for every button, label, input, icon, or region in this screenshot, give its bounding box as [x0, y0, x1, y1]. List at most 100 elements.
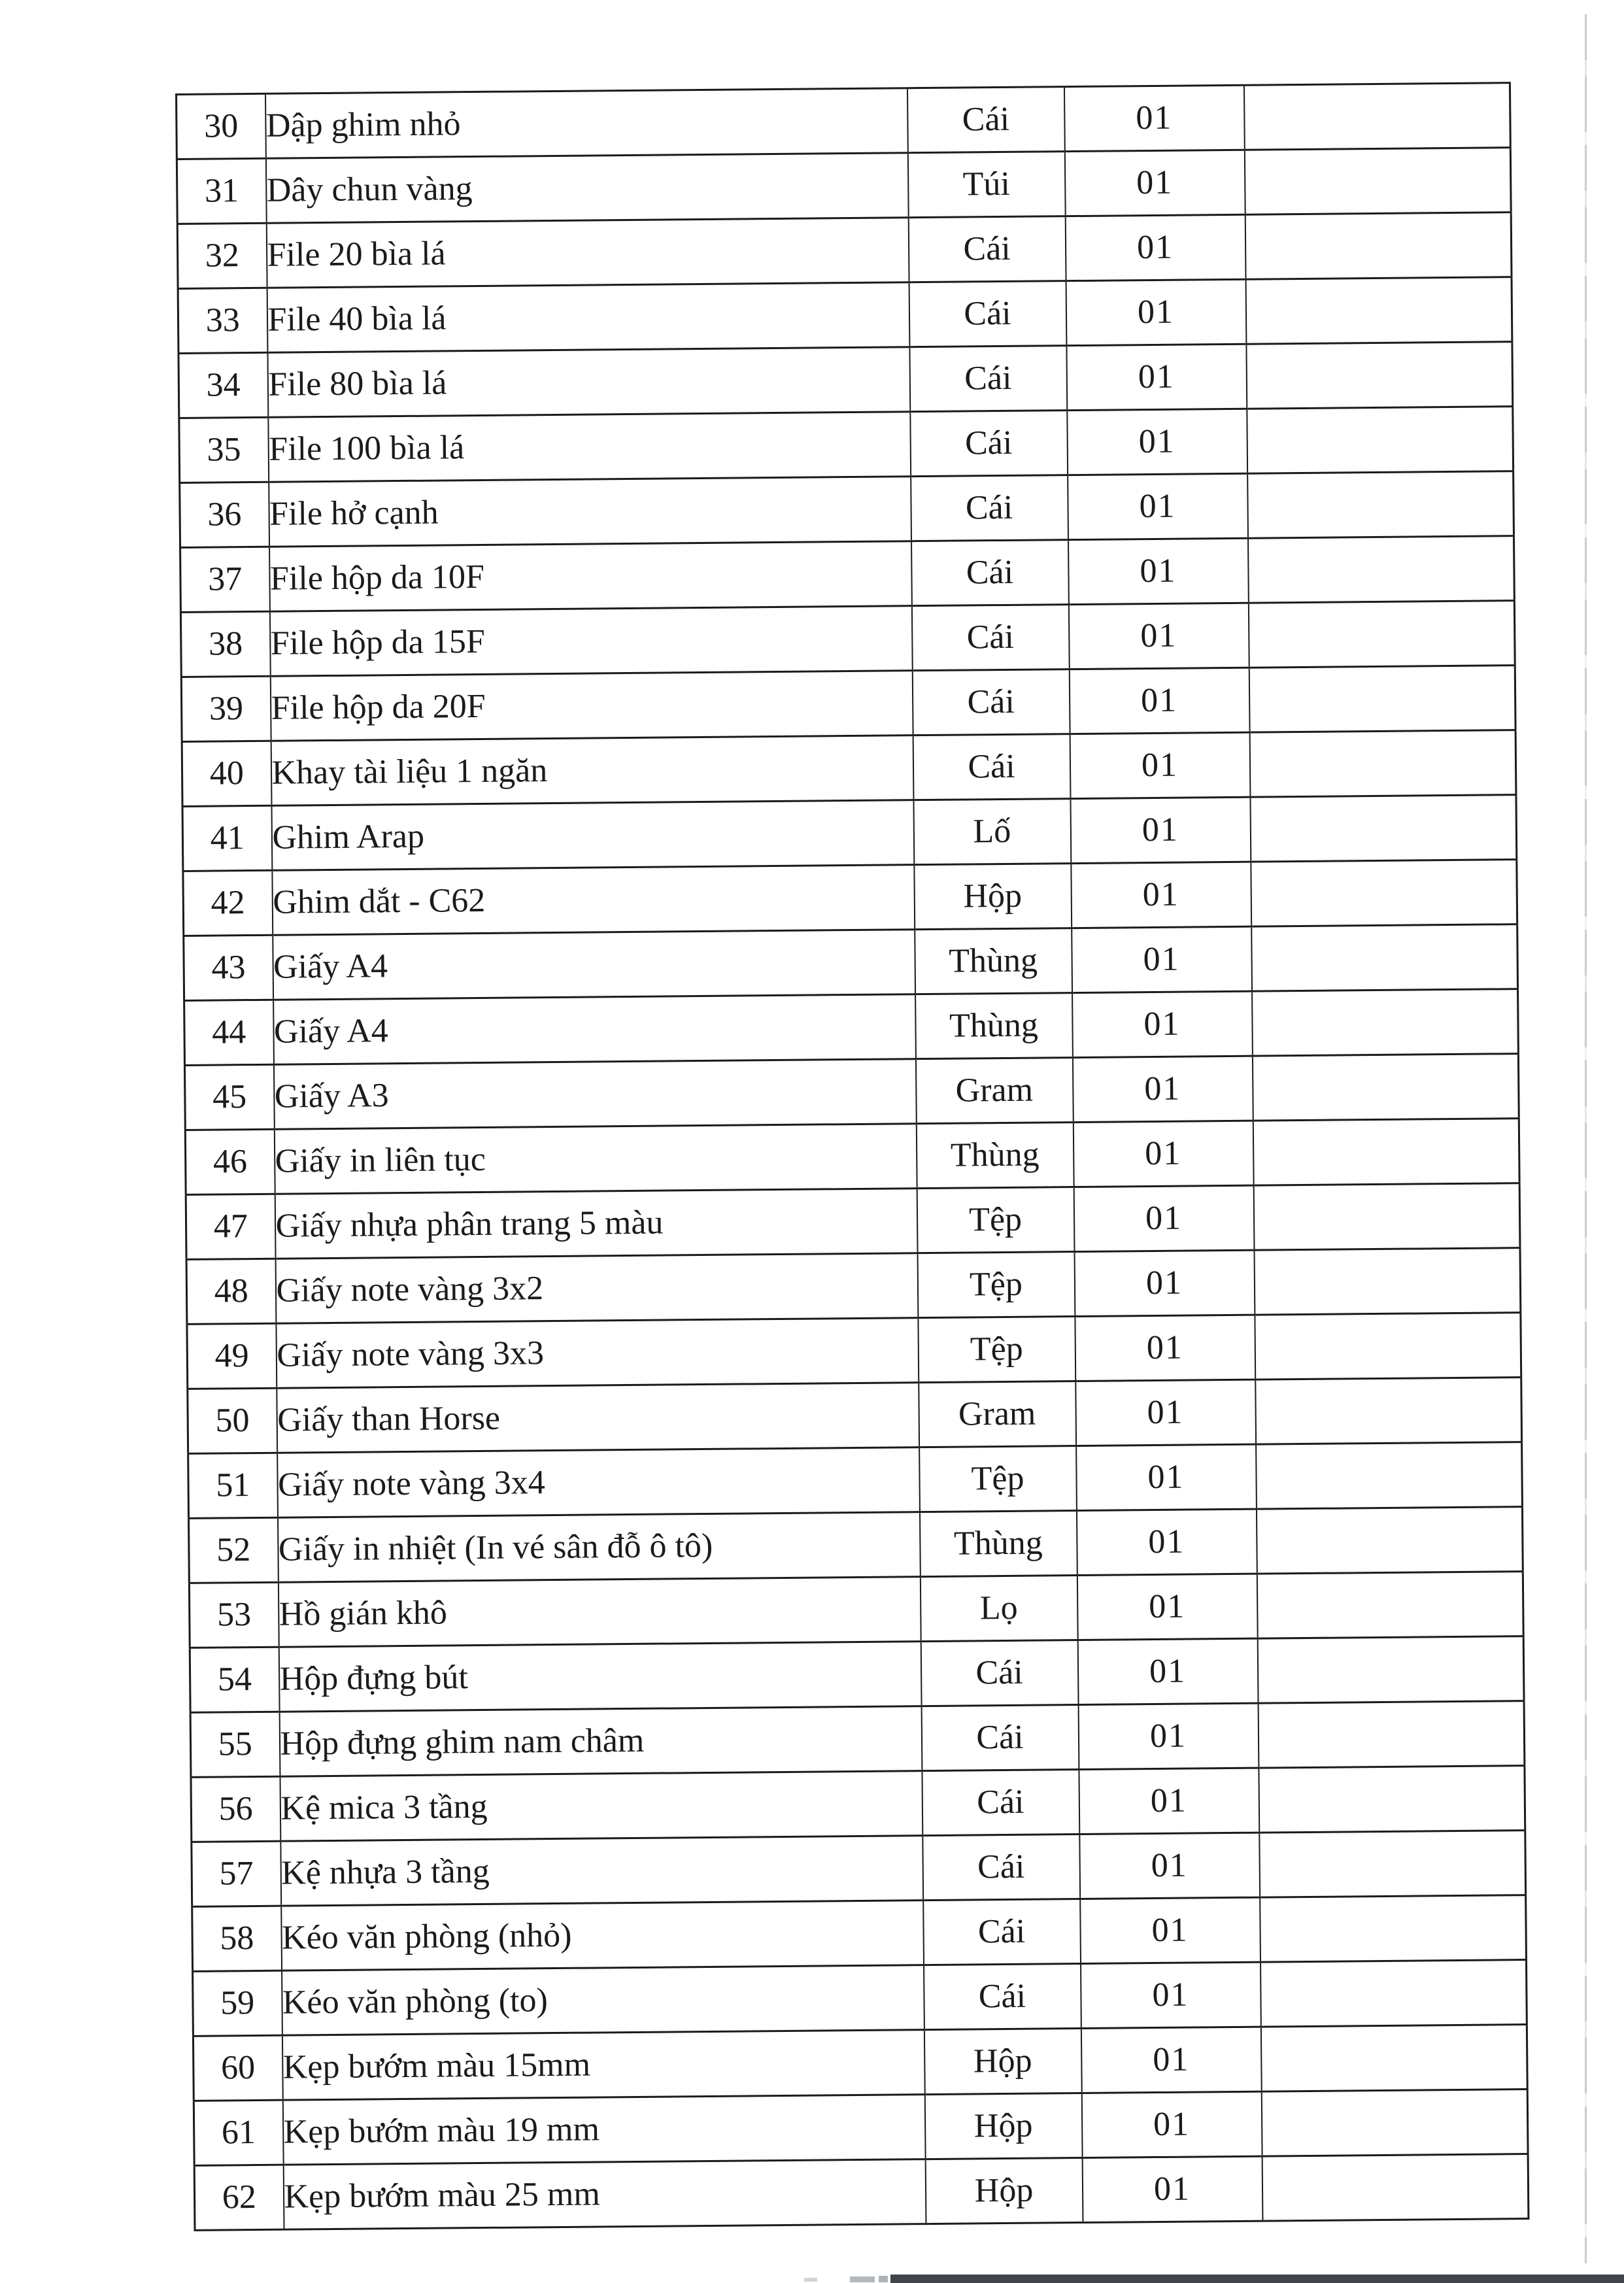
item-name-cell: File 40 bìa lá — [267, 282, 909, 353]
item-name-cell: Kéo văn phòng (nhỏ) — [280, 1900, 924, 1971]
quantity-cell: 01 — [1074, 1315, 1255, 1381]
quantity-cell: 01 — [1075, 1379, 1256, 1446]
table-row: 48 Giấy note vàng 3x2 Tệp 01 — [186, 1247, 1521, 1325]
table-row: 40 Khay tài liệu 1 ngăn Cái 01 — [182, 730, 1516, 807]
unit-cell: Cái — [910, 475, 1068, 541]
supplies-table-grid: 30 Dập ghim nhỏ Cái 01 31 Dây chun vàng Túi 01 3… — [175, 82, 1530, 2231]
note-cell — [1255, 1377, 1522, 1445]
unit-cell: Cái — [921, 1640, 1079, 1706]
row-number-cell: 54 — [190, 1647, 280, 1713]
row-number-cell: 48 — [186, 1259, 276, 1325]
item-name-cell: File 80 bìa lá — [267, 347, 910, 418]
note-cell — [1246, 406, 1514, 474]
row-number-cell: 36 — [179, 482, 269, 548]
item-name-cell: Giấy in nhiệt (In vé sân đỗ ô tô) — [277, 1512, 921, 1583]
item-name-cell: Giấy A3 — [273, 1058, 917, 1130]
table-row: 54 Hộp đựng bút Cái 01 — [190, 1636, 1525, 1713]
table-row: 46 Giấy in liên tục Thùng 01 — [185, 1118, 1520, 1195]
unit-cell: Gram — [915, 1057, 1074, 1124]
quantity-cell: 01 — [1079, 1833, 1260, 1899]
unit-cell: Cái — [909, 280, 1066, 347]
row-number-cell: 61 — [194, 2100, 284, 2166]
quantity-cell: 01 — [1074, 1185, 1255, 1252]
note-cell — [1258, 1765, 1525, 1833]
quantity-cell: 01 — [1080, 1962, 1261, 2029]
row-number-cell: 33 — [178, 288, 267, 354]
note-cell — [1254, 1247, 1521, 1315]
note-cell — [1245, 277, 1512, 345]
row-number-cell: 34 — [178, 352, 268, 418]
quantity-cell: 01 — [1069, 668, 1250, 734]
unit-cell: Cái — [923, 1963, 1081, 2030]
note-cell — [1247, 535, 1515, 603]
table-row: 55 Hộp đựng ghim nam châm Cái 01 — [190, 1700, 1525, 1778]
row-number-cell: 41 — [182, 805, 272, 871]
quantity-cell: 01 — [1077, 1574, 1258, 1640]
note-cell — [1250, 859, 1517, 927]
note-cell — [1249, 665, 1516, 733]
unit-cell: Tệp — [919, 1446, 1077, 1512]
quantity-cell: 01 — [1066, 409, 1247, 475]
row-number-cell: 58 — [192, 1906, 282, 1972]
unit-cell: Cái — [921, 1769, 1079, 1836]
item-name-cell: Kẹp bướm màu 25 mm — [283, 2159, 926, 2230]
unit-cell: Cái — [922, 1899, 1081, 1965]
unit-cell: Cái — [921, 1704, 1079, 1771]
table-body: 30 Dập ghim nhỏ Cái 01 31 Dây chun vàng Túi 01 3… — [176, 82, 1529, 2231]
table-row: 58 Kéo văn phòng (nhỏ) Cái 01 — [192, 1895, 1527, 1972]
item-name-cell: Hộp đựng bút — [279, 1641, 922, 1712]
quantity-cell: 01 — [1077, 1638, 1259, 1705]
row-number-cell: 44 — [184, 1000, 274, 1066]
unit-cell: Cái — [909, 410, 1068, 477]
note-cell — [1259, 1895, 1527, 1963]
unit-cell: Cái — [911, 604, 1070, 671]
note-cell — [1252, 1053, 1519, 1121]
item-name-cell: Hồ gián khô — [278, 1576, 921, 1648]
scanner-bar-fragment — [804, 2278, 817, 2282]
row-number-cell: 62 — [194, 2165, 284, 2231]
table-row: 57 Kệ nhựa 3 tầng Cái 01 — [191, 1830, 1526, 1907]
table-row: 30 Dập ghim nhỏ Cái 01 — [176, 82, 1511, 160]
quantity-cell: 01 — [1081, 2091, 1262, 2158]
table-row: 39 File hộp da 20F Cái 01 — [181, 665, 1516, 742]
unit-cell: Cái — [907, 86, 1065, 153]
unit-cell: Tệp — [917, 1251, 1075, 1318]
note-cell — [1254, 1312, 1521, 1380]
unit-cell: Hộp — [924, 2093, 1083, 2159]
unit-cell: Hộp — [913, 863, 1072, 930]
note-cell — [1248, 600, 1515, 668]
row-number-cell: 57 — [191, 1841, 281, 1907]
quantity-cell: 01 — [1072, 991, 1253, 1058]
note-cell — [1249, 730, 1516, 798]
item-name-cell: Dây chun vàng — [265, 152, 909, 224]
unit-cell: Thùng — [915, 992, 1073, 1059]
table-row: 44 Giấy A4 Thùng 01 — [184, 989, 1519, 1066]
item-name-cell: File 20 bìa lá — [266, 217, 909, 288]
unit-cell: Túi — [907, 151, 1066, 218]
quantity-cell: 01 — [1065, 214, 1246, 281]
table-row: 49 Giấy note vàng 3x3 Tệp 01 — [186, 1312, 1521, 1389]
row-number-cell: 55 — [190, 1712, 280, 1778]
table-row: 43 Giấy A4 Thùng 01 — [183, 924, 1518, 1001]
item-name-cell: Kệ mica 3 tầng — [279, 1770, 922, 1842]
item-name-cell: Giấy A4 — [272, 929, 915, 1000]
unit-cell: Thùng — [916, 1122, 1074, 1189]
quantity-cell: 01 — [1068, 603, 1249, 669]
unit-cell: Lọ — [920, 1575, 1078, 1642]
item-name-cell: Giấy A4 — [273, 994, 916, 1065]
row-number-cell: 35 — [178, 417, 269, 483]
row-number-cell: 31 — [177, 158, 267, 224]
quantity-cell: 01 — [1073, 1121, 1254, 1187]
scanner-bottom-bar — [890, 2275, 1624, 2283]
quantity-cell: 01 — [1064, 85, 1245, 152]
note-cell — [1257, 1636, 1525, 1704]
supplies-table: 30 Dập ghim nhỏ Cái 01 31 Dây chun vàng Túi 01 3… — [175, 82, 1530, 2231]
table-row: 56 Kệ mica 3 tầng Cái 01 — [190, 1765, 1525, 1842]
unit-cell: Thùng — [914, 928, 1072, 994]
note-cell — [1251, 924, 1518, 992]
quantity-cell: 01 — [1072, 1056, 1253, 1123]
note-cell — [1261, 2089, 1529, 2157]
quantity-cell: 01 — [1078, 1703, 1259, 1770]
quantity-cell: 01 — [1071, 926, 1252, 993]
row-number-cell: 30 — [176, 93, 266, 160]
